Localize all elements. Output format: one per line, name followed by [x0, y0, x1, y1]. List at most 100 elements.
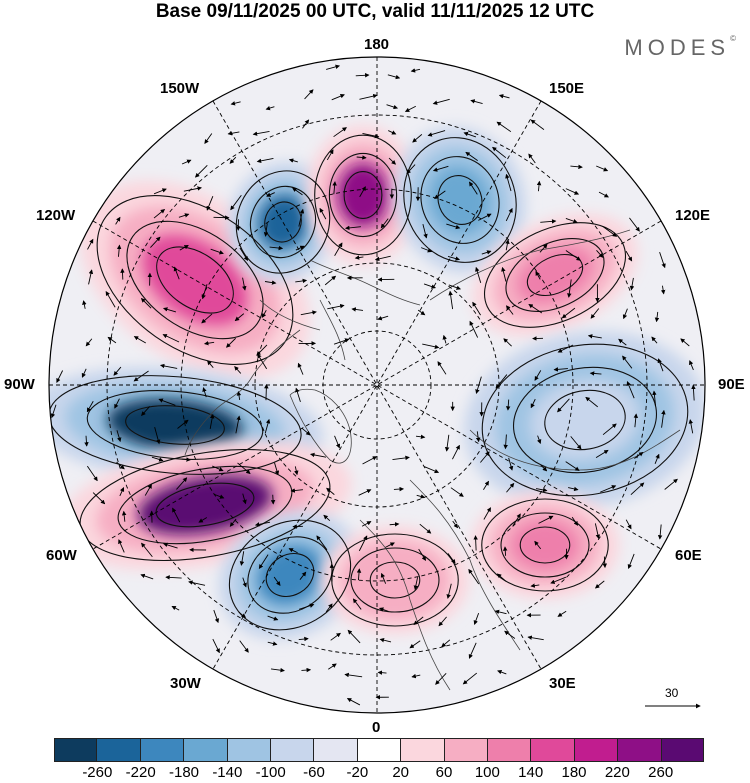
- wind-vector: [273, 576, 281, 586]
- wind-vector: [151, 456, 164, 462]
- colorbar-tick-label: 220: [604, 764, 630, 781]
- anomaly-contour: [314, 134, 412, 256]
- colorbar-tick-label: -140: [212, 764, 243, 781]
- wind-vector: [358, 489, 372, 496]
- wind-vector: [435, 673, 447, 685]
- coastlines: [184, 229, 681, 691]
- wind-vector: [344, 672, 363, 678]
- lon-label-0: 0: [372, 719, 381, 736]
- wind-vector: [478, 213, 492, 221]
- wind-vector: [121, 510, 127, 522]
- wind-vector: [116, 430, 122, 443]
- wind-vector: [84, 435, 89, 447]
- wind-vector: [417, 309, 426, 316]
- wind-vector: [538, 515, 554, 524]
- lon-label-120e: 120E: [675, 207, 711, 224]
- wind-vector: [239, 640, 249, 653]
- wind-vector: [571, 516, 579, 526]
- wind-vector: [264, 418, 271, 434]
- wind-vector: [622, 355, 633, 369]
- wind-vector: [512, 513, 521, 527]
- anomaly-contour: [420, 156, 500, 244]
- wind-vector: [432, 165, 449, 172]
- wind-vector: [392, 455, 410, 461]
- wind-vector: [480, 451, 490, 463]
- wind-vector: [680, 338, 690, 347]
- wind-vector: [379, 638, 392, 643]
- wind-vector: [502, 546, 508, 556]
- coastline-europe: [359, 479, 521, 691]
- wind-vector: [202, 387, 207, 398]
- wind-vector: [226, 337, 236, 348]
- colorbar-swatch: [444, 738, 489, 762]
- reference-vector-label: 30: [665, 686, 679, 700]
- wind-vector: [292, 187, 303, 196]
- wind-vector: [328, 663, 337, 670]
- colorbar-swatch: [97, 738, 141, 762]
- wind-vector: [267, 615, 279, 621]
- wind-vector: [465, 151, 478, 161]
- coastline-alaska: [309, 259, 421, 306]
- wind-vector: [229, 518, 237, 527]
- wind-vector: [388, 130, 397, 135]
- wind-vector: [535, 487, 548, 493]
- wind-vector: [347, 629, 361, 644]
- wind-vector: [492, 146, 507, 159]
- anomaly-contour: [403, 137, 517, 263]
- wind-vector: [651, 336, 658, 344]
- wind-vector: [256, 158, 274, 164]
- wind-vector: [327, 303, 345, 310]
- wind-vector: [508, 457, 514, 471]
- wind-vector: [302, 119, 310, 129]
- wind-vector: [427, 130, 446, 137]
- anomaly-core: [257, 545, 323, 605]
- wind-vector: [472, 301, 481, 316]
- lon-label-90e: 90E: [718, 376, 745, 393]
- wind-vector: [201, 313, 213, 324]
- wind-vector: [452, 520, 459, 529]
- wind-vector: [626, 381, 635, 399]
- wind-vector: [266, 192, 275, 197]
- coastline-asia: [429, 229, 681, 471]
- wind-vector: [568, 486, 579, 492]
- wind-vector: [470, 99, 483, 104]
- wind-vector: [107, 336, 117, 344]
- wind-vector: [114, 398, 120, 409]
- colorbar-swatch: [574, 738, 619, 762]
- wind-vector: [377, 315, 389, 321]
- wind-vector: [530, 398, 536, 409]
- wind-vector: [265, 105, 275, 111]
- wind-vector: [567, 279, 572, 298]
- wind-vector: [652, 390, 657, 406]
- anomaly-contour: [512, 366, 658, 474]
- colorbar: [54, 738, 705, 762]
- colorbar-tick-label: -100: [255, 764, 286, 781]
- wind-vector: [274, 462, 280, 476]
- wind-vector: [212, 465, 224, 472]
- wind-vector: [503, 338, 512, 347]
- wind-vector: [557, 398, 570, 413]
- wind-vector: [505, 173, 512, 192]
- anomaly-contour: [505, 238, 605, 312]
- wind-vector: [409, 640, 421, 649]
- wind-vector: [596, 249, 604, 258]
- wind-vector: [178, 213, 190, 218]
- wind-vector: [385, 542, 395, 548]
- wind-vector: [483, 507, 491, 520]
- wind-vector: [162, 334, 180, 343]
- anomaly-contour: [544, 389, 626, 451]
- wind-vector: [630, 482, 645, 495]
- anomaly-contour: [125, 405, 225, 445]
- wind-vector: [380, 218, 389, 229]
- wind-vector: [657, 524, 663, 540]
- wind-vector: [323, 514, 331, 522]
- wind-vector: [261, 310, 267, 318]
- wind-vector: [326, 64, 341, 70]
- wind-vector: [598, 191, 609, 198]
- colorbar-tick-label: -180: [168, 764, 200, 781]
- wind-vector: [452, 444, 460, 460]
- wind-vector: [359, 93, 378, 100]
- wind-vector: [150, 236, 161, 248]
- wind-vector: [301, 427, 311, 436]
- wind-vector: [528, 303, 543, 314]
